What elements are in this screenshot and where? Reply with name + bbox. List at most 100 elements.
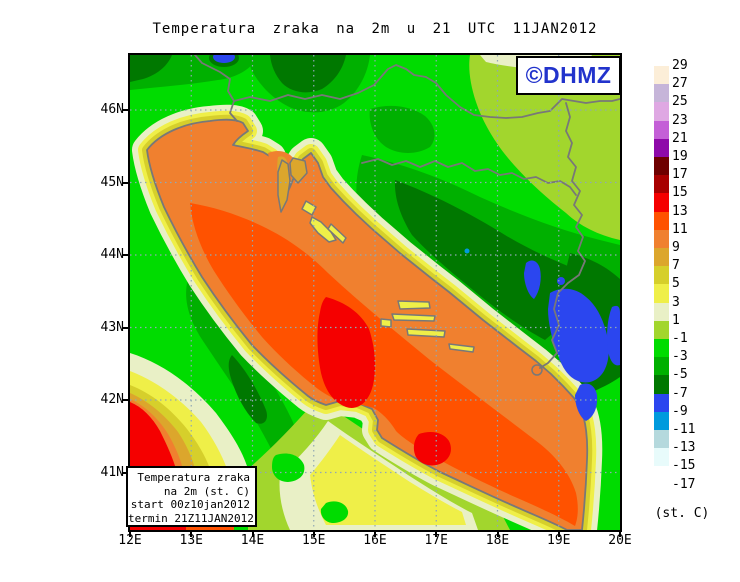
legend-swatch — [654, 466, 669, 485]
lat-label: 41N — [100, 464, 124, 480]
legend-boundary-label: -1 — [672, 331, 688, 346]
island-vis — [380, 318, 392, 328]
lat-tick — [122, 254, 129, 256]
boot-green-spot — [272, 453, 305, 482]
lon-label: 13E — [179, 533, 203, 548]
legend-swatch — [654, 229, 669, 248]
lon-label: 17E — [424, 533, 448, 548]
boot-green-spot2 — [320, 501, 349, 523]
lon-label: 12E — [118, 533, 142, 548]
apennines-dark — [228, 355, 267, 424]
map-title: Temperatura zraka na 2m u 21 UTC 11JAN20… — [152, 21, 598, 37]
map-area — [128, 53, 622, 532]
bay-boka — [531, 364, 543, 376]
lon-tick — [312, 530, 315, 537]
lon-label: 20E — [608, 533, 632, 548]
info-line: start 00z10jan2012 — [130, 498, 250, 511]
legend-swatch — [654, 120, 669, 139]
weather-map — [130, 55, 620, 530]
lat-label: 46N — [100, 102, 124, 117]
lat-label: 43N — [100, 319, 124, 335]
legend-boundary-label: -3 — [672, 349, 688, 365]
legend-swatch — [654, 284, 669, 303]
legend-swatch — [654, 175, 669, 194]
lat-tick — [122, 326, 129, 329]
legend-boundary-label: 5 — [672, 276, 680, 292]
country-borders — [194, 55, 620, 369]
lon-tick — [619, 530, 621, 537]
legend-boundary-label: -11 — [672, 422, 696, 437]
island-brac — [397, 300, 431, 310]
island-mljet — [448, 343, 475, 353]
legend-swatch — [654, 393, 669, 412]
lat-label: 45N — [100, 174, 124, 190]
lat-tick — [122, 181, 129, 184]
legend-swatch — [654, 211, 669, 230]
legend-boundary-label: 27 — [672, 76, 688, 92]
lon-tick — [435, 530, 438, 537]
info-line: termin 21Z11JAN2012 — [128, 511, 254, 525]
legend-swatch — [654, 66, 669, 85]
border-north — [233, 64, 620, 119]
graticule — [130, 55, 620, 530]
islands — [277, 157, 543, 376]
island-krk — [289, 157, 308, 184]
legend-boundary-label: -13 — [672, 440, 696, 456]
legend-boundary-label: -17 — [672, 476, 696, 492]
lat-label: 44N — [100, 247, 124, 262]
run-info-box: Temperatura zraka na 2m (st. C) start 00… — [126, 466, 257, 527]
azure-spot — [464, 248, 470, 254]
legend-boundary-label: 9 — [672, 240, 680, 255]
island-hvar — [391, 313, 436, 322]
tyrrhenian-red — [130, 402, 176, 469]
legend-swatch — [654, 102, 669, 121]
lon-tick — [251, 530, 254, 537]
lon-label: 18E — [485, 533, 510, 548]
legend-swatch — [654, 157, 669, 176]
lon-tick — [374, 530, 376, 537]
border-italy-slovenia — [194, 55, 238, 122]
legend-swatch — [654, 375, 669, 394]
legend-swatch — [654, 138, 669, 157]
legend-swatch — [654, 320, 669, 339]
cold-pools — [464, 248, 620, 421]
legend-swatch — [654, 266, 669, 285]
border-east — [539, 102, 586, 369]
legend-swatch — [654, 302, 669, 321]
island-cres — [277, 159, 291, 213]
lon-label: 16E — [363, 533, 387, 548]
tyrrhenian-orange-sliver — [186, 525, 234, 530]
adriatic-sea — [132, 104, 603, 530]
legend-boundary-label: 11 — [672, 221, 688, 237]
legend-swatch — [654, 357, 669, 376]
lon-tick — [190, 530, 193, 537]
legend-swatch — [654, 448, 669, 467]
legend-boundary-label: 7 — [672, 258, 680, 274]
legend-swatch — [654, 248, 669, 267]
lat-label: 42N — [100, 392, 124, 407]
slovenia-dark — [270, 55, 346, 93]
info-line: na 2m (st. C) — [163, 484, 250, 498]
legend-boundary-label: 25 — [672, 94, 688, 110]
legend-boundary-label: 3 — [672, 294, 680, 310]
alps-cold-spot — [209, 55, 239, 67]
legend-boundary-label: -5 — [672, 367, 688, 383]
legend-boundary-label: -9 — [672, 403, 688, 419]
lon-label: 15E — [302, 533, 326, 548]
alps-dark — [130, 55, 172, 82]
boot-band-yellow — [310, 435, 466, 525]
lon-tick — [129, 530, 131, 537]
dhmz-logo-text: ©DHMZ — [525, 62, 612, 88]
legend-boundary-label: 29 — [672, 58, 688, 73]
sea-red-core — [317, 297, 376, 408]
legend-swatch — [654, 193, 669, 212]
legend-boundary-label: 1 — [672, 312, 680, 328]
lat-tick — [122, 471, 129, 474]
info-line: Temperatura zraka — [137, 471, 250, 484]
island-pag — [309, 216, 337, 243]
region-pannonia — [469, 55, 620, 240]
sea-warm-inner — [190, 203, 578, 526]
legend-swatch — [654, 339, 669, 358]
island-dugi-otok — [327, 223, 347, 244]
